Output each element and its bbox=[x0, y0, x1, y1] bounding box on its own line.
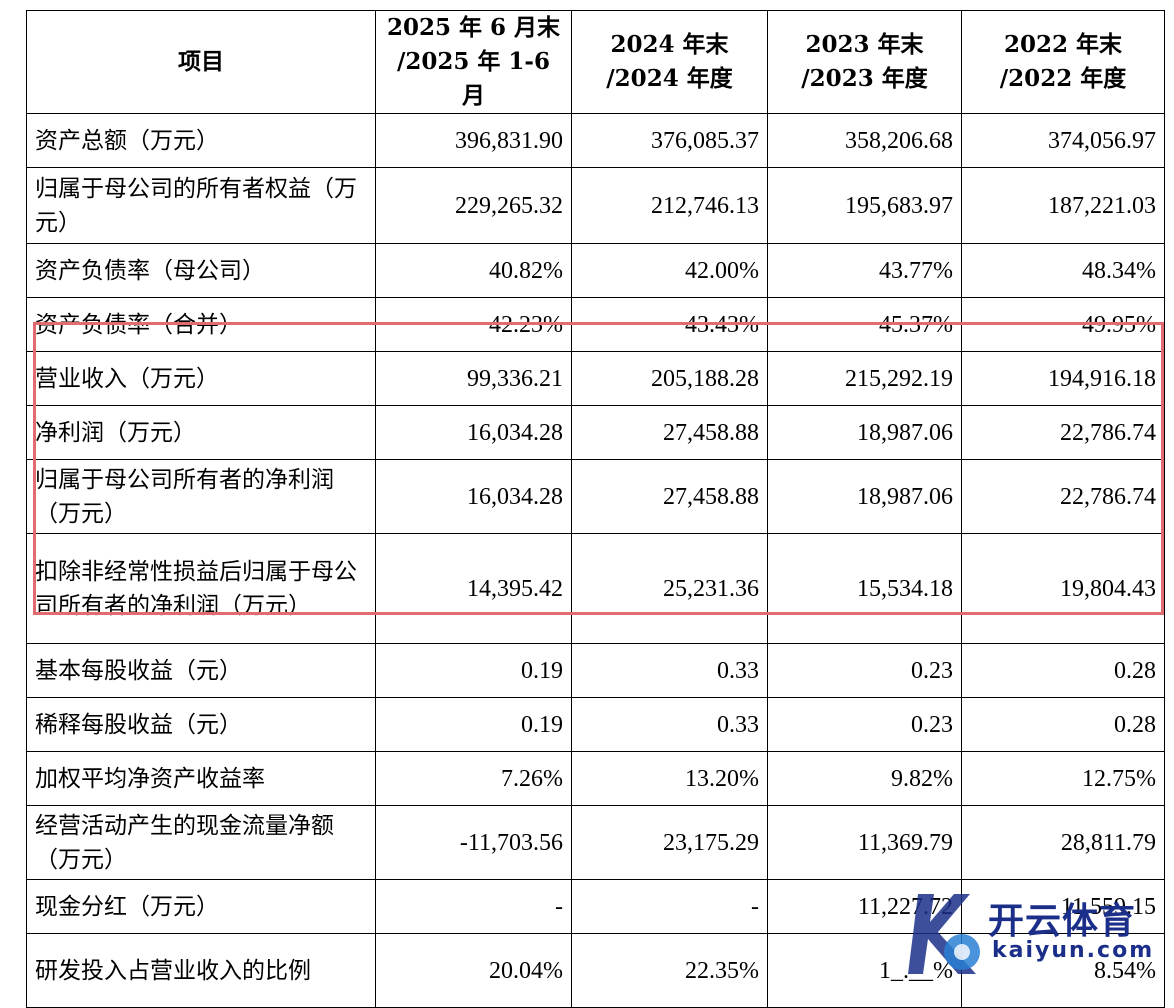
cell-value: 0.19 bbox=[375, 643, 572, 698]
cell-value: 11,559.15 bbox=[961, 879, 1165, 934]
watermark-domain: kaiyun.com bbox=[992, 938, 1155, 963]
cell-value: 0.28 bbox=[961, 697, 1165, 752]
cell-value: 374,056.97 bbox=[961, 113, 1165, 168]
header-2025: 2025 年 6 月末/2025 年 1-6 月 bbox=[375, 10, 572, 114]
header-2023: 2023 年末/2023 年度 bbox=[767, 10, 962, 114]
cell-value: 45.37% bbox=[767, 297, 962, 352]
row-label: 净利润（万元） bbox=[26, 405, 376, 460]
cell-value: 15,534.18 bbox=[767, 533, 962, 644]
row-label: 研发投入占营业收入的比例 bbox=[26, 933, 376, 1008]
cell-value: 358,206.68 bbox=[767, 113, 962, 168]
cell-value: 0.19 bbox=[375, 697, 572, 752]
cell-value: 40.82% bbox=[375, 243, 572, 298]
cell-value: 396,831.90 bbox=[375, 113, 572, 168]
row-label: 资产负债率（母公司） bbox=[26, 243, 376, 298]
cell-value: 0.28 bbox=[961, 643, 1165, 698]
cell-value: 43.43% bbox=[571, 297, 768, 352]
cell-value: 7.26% bbox=[375, 751, 572, 806]
cell-value: 0.23 bbox=[767, 697, 962, 752]
cell-value: 14,395.42 bbox=[375, 533, 572, 644]
cell-value: 229,265.32 bbox=[375, 167, 572, 244]
table-row: 资产负债率（母公司） 40.82% 42.00% 43.77% 48.34% bbox=[26, 243, 1165, 298]
row-label: 归属于母公司所有者的净利润（万元） bbox=[26, 459, 376, 534]
cell-value: -11,703.56 bbox=[375, 805, 572, 880]
cell-value: 215,292.19 bbox=[767, 351, 962, 406]
cell-value: 25,231.36 bbox=[571, 533, 768, 644]
table-row: 营业收入（万元） 99,336.21 205,188.28 215,292.19… bbox=[26, 351, 1165, 406]
cell-value: 12.75% bbox=[961, 751, 1165, 806]
cell-value: 194,916.18 bbox=[961, 351, 1165, 406]
cell-value: 49.95% bbox=[961, 297, 1165, 352]
row-label: 扣除非经常性损益后归属于母公司所有者的净利润（万元） bbox=[26, 533, 376, 644]
table-row: 资产负债率（合并） 42.23% 43.43% 45.37% 49.95% bbox=[26, 297, 1165, 352]
table-row: 归属于母公司的所有者权益（万元） 229,265.32 212,746.13 1… bbox=[26, 167, 1165, 244]
table-row: 归属于母公司所有者的净利润（万元） 16,034.28 27,458.88 18… bbox=[26, 459, 1165, 534]
cell-value: 13.20% bbox=[571, 751, 768, 806]
table-row: 资产总额（万元） 396,831.90 376,085.37 358,206.6… bbox=[26, 113, 1165, 168]
watermark-brand: 开云体育 bbox=[988, 901, 1137, 942]
header-item: 项目 bbox=[26, 10, 376, 114]
table-row: 净利润（万元） 16,034.28 27,458.88 18,987.06 22… bbox=[26, 405, 1165, 460]
row-label: 归属于母公司的所有者权益（万元） bbox=[26, 167, 376, 244]
k-logo-icon bbox=[908, 894, 980, 974]
cell-value: 19,804.43 bbox=[961, 533, 1165, 644]
cell-value: 0.33 bbox=[571, 697, 768, 752]
cell-value: 27,458.88 bbox=[571, 405, 768, 460]
cell-value: 99,336.21 bbox=[375, 351, 572, 406]
header-2024: 2024 年末/2024 年度 bbox=[571, 10, 768, 114]
cell-value: 16,034.28 bbox=[375, 459, 572, 534]
cell-value: 9.82% bbox=[767, 751, 962, 806]
cell-value: 22,786.74 bbox=[961, 459, 1165, 534]
table-row: 扣除非经常性损益后归属于母公司所有者的净利润（万元） 14,395.42 25,… bbox=[26, 533, 1165, 644]
cell-value: 48.34% bbox=[961, 243, 1165, 298]
cell-value: 18,987.06 bbox=[767, 459, 962, 534]
cell-value: 43.77% bbox=[767, 243, 962, 298]
cell-value: 212,746.13 bbox=[571, 167, 768, 244]
cell-value: 0.23 bbox=[767, 643, 962, 698]
cell-value: 195,683.97 bbox=[767, 167, 962, 244]
cell-value: 42.23% bbox=[375, 297, 572, 352]
cell-value: 205,188.28 bbox=[571, 351, 768, 406]
cell-value: 22,786.74 bbox=[961, 405, 1165, 460]
table-row: 加权平均净资产收益率 7.26% 13.20% 9.82% 12.75% bbox=[26, 751, 1165, 806]
table-row: 基本每股收益（元） 0.19 0.33 0.23 0.28 bbox=[26, 643, 1165, 698]
cell-value: 376,085.37 bbox=[571, 113, 768, 168]
header-2022: 2022 年末/2022 年度 bbox=[961, 10, 1165, 114]
table-row: 稀释每股收益（元） 0.19 0.33 0.23 0.28 bbox=[26, 697, 1165, 752]
cell-value: - bbox=[571, 879, 768, 934]
financial-summary-table: 项目 2025 年 6 月末/2025 年 1-6 月 2024 年末/2024… bbox=[26, 10, 1165, 1008]
watermark-logo: 开云体育 kaiyun.com bbox=[888, 884, 1168, 984]
row-label: 经营活动产生的现金流量净额（万元） bbox=[26, 805, 376, 880]
row-label: 资产负债率（合并） bbox=[26, 297, 376, 352]
cell-value: 42.00% bbox=[571, 243, 768, 298]
row-label: 现金分红（万元） bbox=[26, 879, 376, 934]
cell-value: 20.04% bbox=[375, 933, 572, 1008]
row-label: 稀释每股收益（元） bbox=[26, 697, 376, 752]
cell-value: 11,369.79 bbox=[767, 805, 962, 880]
row-label: 加权平均净资产收益率 bbox=[26, 751, 376, 806]
cell-value: 187,221.03 bbox=[961, 167, 1165, 244]
cell-value: 27,458.88 bbox=[571, 459, 768, 534]
header-row: 项目 2025 年 6 月末/2025 年 1-6 月 2024 年末/2024… bbox=[26, 10, 1165, 114]
table-row: 现金分红（万元） - - 11,227.72 11,559.15 bbox=[26, 879, 1165, 934]
row-label: 基本每股收益（元） bbox=[26, 643, 376, 698]
row-label: 营业收入（万元） bbox=[26, 351, 376, 406]
cell-value: - bbox=[375, 879, 572, 934]
cell-value: 0.33 bbox=[571, 643, 768, 698]
cell-value: 22.35% bbox=[571, 933, 768, 1008]
cell-value: 16,034.28 bbox=[375, 405, 572, 460]
row-label: 资产总额（万元） bbox=[26, 113, 376, 168]
cell-value: 23,175.29 bbox=[571, 805, 768, 880]
cell-value: 18,987.06 bbox=[767, 405, 962, 460]
table-row: 经营活动产生的现金流量净额（万元） -11,703.56 23,175.29 1… bbox=[26, 805, 1165, 880]
cell-value: 28,811.79 bbox=[961, 805, 1165, 880]
